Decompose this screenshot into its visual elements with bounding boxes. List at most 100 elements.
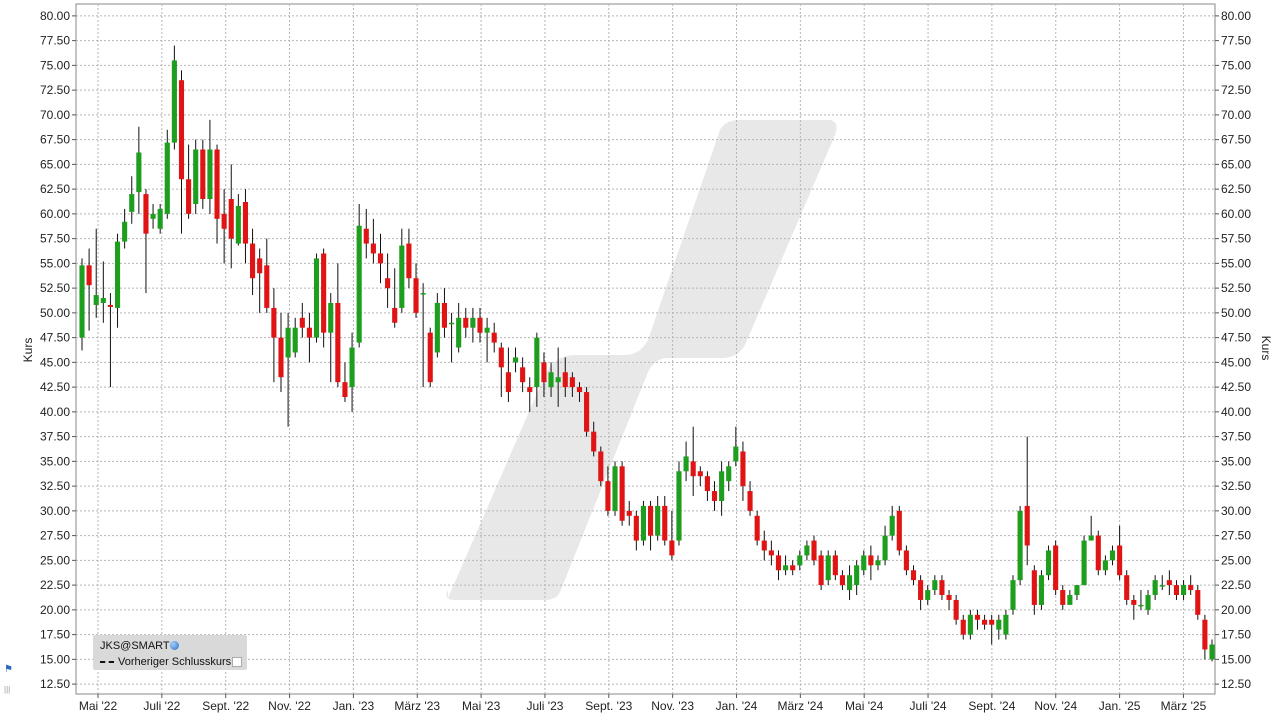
candle-body (193, 149, 199, 204)
candle-body (761, 540, 767, 551)
y-tick-label-left: 52.50 (40, 281, 70, 295)
candle-body (1024, 505, 1030, 546)
candle-body (242, 201, 249, 244)
candle-body (882, 535, 888, 561)
candle-body (960, 619, 966, 635)
candle-body (520, 367, 526, 383)
legend-symbol: JKS@SMART (100, 640, 170, 652)
candle-body (889, 515, 895, 536)
candle-body (790, 565, 796, 571)
candle-body (953, 599, 959, 620)
candle-body (1202, 619, 1208, 650)
candle-body (157, 208, 163, 229)
candle-body (427, 332, 433, 383)
candle-body (527, 387, 533, 393)
candle-body (982, 619, 988, 625)
candle-body (846, 575, 853, 591)
candle-body (1159, 585, 1165, 587)
y-tick-label-left: 55.00 (40, 256, 70, 270)
legend-previous-close-label: Vorheriger Schlusskurs (118, 656, 232, 668)
candle-body (178, 80, 185, 180)
candle-body (1145, 595, 1151, 610)
candle-body (1003, 614, 1009, 635)
candle-body (122, 221, 128, 242)
candle-body (967, 614, 973, 635)
candle-body (264, 265, 270, 308)
candle-body (377, 253, 384, 264)
candle-body (562, 372, 568, 388)
resize-handle-icon[interactable]: ||| (4, 685, 11, 694)
candle-body (406, 243, 412, 279)
candle-body (534, 337, 540, 388)
candle-body (228, 199, 234, 239)
y-tick-label-right: 35.00 (1221, 454, 1251, 468)
y-tick-label-right: 72.50 (1221, 83, 1251, 97)
candle-body (86, 265, 92, 286)
candle-body (875, 560, 881, 566)
candle-body (107, 304, 113, 307)
candle-body (626, 510, 632, 516)
candle-body (349, 347, 355, 388)
y-tick-label-left: 42.50 (40, 380, 70, 394)
pin-icon[interactable]: ⚑ (4, 664, 13, 675)
y-tick-label-left: 75.00 (40, 58, 70, 72)
candle-body (726, 466, 732, 482)
candle-body (783, 565, 789, 571)
previous-close-checkbox[interactable] (232, 657, 242, 667)
candle-body (555, 377, 561, 383)
candle-body (512, 357, 519, 363)
legend[interactable]: JKS@SMART Vorheriger Schlusskurs (93, 635, 247, 670)
candle-body (1109, 550, 1116, 561)
candle-body (271, 307, 277, 338)
candle-body (633, 515, 639, 541)
candle-body (441, 302, 448, 328)
candle-body (569, 377, 575, 388)
candle-body (896, 510, 902, 551)
y-tick-label-right: 30.00 (1221, 504, 1251, 518)
candle-body (505, 372, 511, 393)
candle-body (93, 295, 99, 305)
y-tick-label-left: 70.00 (40, 108, 70, 122)
y-tick-label-right: 12.50 (1221, 677, 1251, 691)
x-tick-label: Jan. '25 (1099, 699, 1141, 713)
candle-body (363, 228, 369, 244)
candle-body (356, 225, 362, 343)
candle-body (974, 614, 981, 620)
candle-body (719, 471, 725, 501)
candle-body (484, 327, 490, 333)
y-tick-label-right: 60.00 (1221, 207, 1251, 221)
candle-body (690, 461, 696, 477)
candle-body (697, 471, 703, 477)
candle-body (1138, 604, 1144, 607)
candle-body (214, 149, 220, 219)
candle-body (1053, 545, 1059, 591)
candle-body (1010, 580, 1016, 610)
y-tick-label-left: 27.50 (40, 529, 70, 543)
y-tick-label-right: 42.50 (1221, 380, 1251, 394)
candle-body (1166, 580, 1172, 586)
candle-body (598, 451, 604, 482)
candle-body (818, 555, 824, 586)
candle-body (683, 456, 689, 472)
candle-body (1117, 545, 1123, 576)
candle-body (306, 327, 312, 338)
y-tick-label-right: 25.00 (1221, 553, 1251, 567)
candle-body (449, 322, 455, 325)
y-tick-label-left: 45.00 (40, 355, 70, 369)
y-tick-label-left: 60.00 (40, 207, 70, 221)
y-axis-label-right: Kurs (1259, 336, 1273, 361)
x-tick-label: Juli '23 (526, 699, 563, 713)
candle-body (1131, 599, 1137, 605)
y-axis-label-left: Kurs (21, 338, 35, 363)
candle-body (100, 298, 106, 303)
candle-body (477, 317, 483, 333)
y-tick-label-right: 70.00 (1221, 108, 1251, 122)
legend-previous-close: Vorheriger Schlusskurs (100, 656, 231, 668)
candle-body (470, 317, 476, 328)
candle-body (250, 243, 256, 279)
candle-body (1017, 510, 1023, 581)
candle-body (605, 481, 611, 511)
candle-body (754, 515, 760, 541)
candle-body (804, 545, 810, 556)
